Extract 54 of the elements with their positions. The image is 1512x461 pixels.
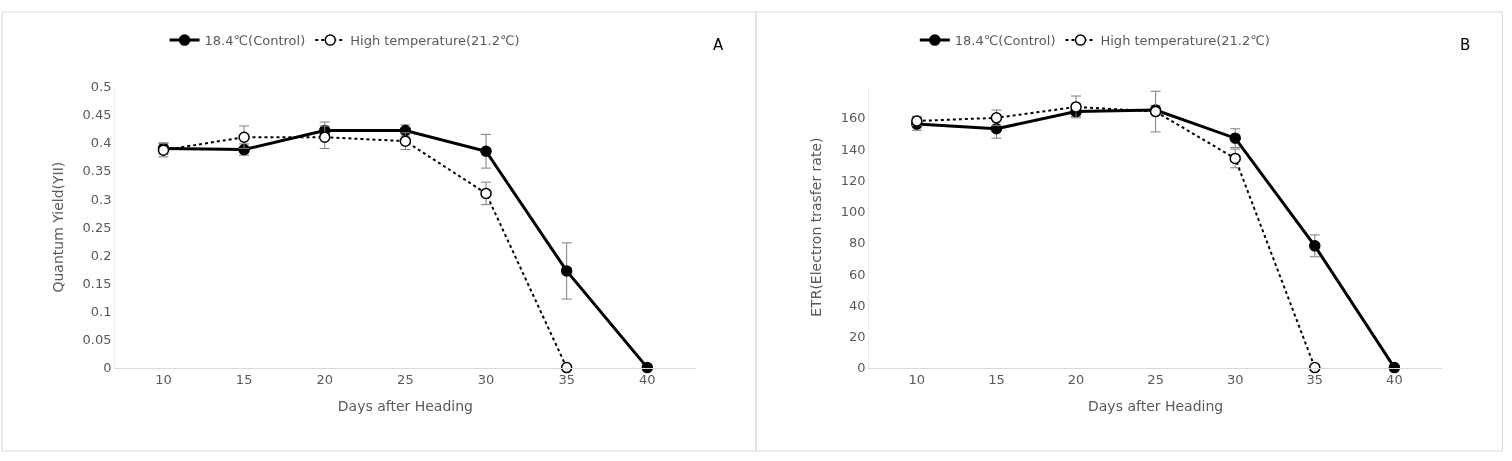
x-tick-label: 35 <box>1306 372 1324 388</box>
x-tick-label: 15 <box>235 372 253 388</box>
y-tick-label: 160 <box>840 110 866 126</box>
y-tick-label: 0.3 <box>90 191 112 207</box>
legend-label: High temperature(21.2℃) <box>1100 33 1270 49</box>
y-tick-label: 20 <box>848 328 866 344</box>
x-axis-title: Days after Heading <box>1088 398 1224 415</box>
y-tick-label: 40 <box>848 297 866 313</box>
y-tick-label: 0.25 <box>82 219 112 235</box>
y-tick-label: 0 <box>103 360 112 376</box>
point <box>560 265 573 277</box>
x-tick-label: 30 <box>477 372 495 388</box>
y-tick-label: 0.2 <box>90 247 112 263</box>
y-tick-label: 100 <box>840 204 866 220</box>
y-tick-label: 80 <box>848 235 866 251</box>
x-tick-label: 20 <box>316 372 334 388</box>
y-tick-label: 0.1 <box>90 303 112 319</box>
point <box>480 187 492 200</box>
text: B <box>1460 36 1471 54</box>
x-tick-label: 10 <box>908 372 926 388</box>
point <box>480 145 492 157</box>
legend-label: 18.4℃(Control) <box>204 33 306 49</box>
x-tick-label: 40 <box>1386 372 1403 388</box>
point <box>319 131 331 143</box>
x-tick-label: 35 <box>558 372 575 388</box>
y-tick-label: 60 <box>848 266 866 282</box>
point <box>399 135 412 147</box>
x-axis-title: Days after Heading <box>337 398 473 415</box>
y-tick-label: 0.5 <box>90 79 112 95</box>
y-tick-label: 0.4 <box>90 135 112 151</box>
x-tick-label: 10 <box>155 372 172 388</box>
y-tick-label: 0.05 <box>82 332 112 348</box>
legend-label: High temperature(21.2℃) <box>350 33 520 49</box>
y-tick-label: 140 <box>840 141 866 157</box>
y-axis-title: Quantum Yield(YII) <box>50 161 67 293</box>
y-tick-label: 0.45 <box>82 107 112 123</box>
point <box>1229 132 1241 144</box>
point <box>990 123 1003 135</box>
x-tick-label: 25 <box>397 372 414 388</box>
y-axis-title: ETR(Electron trasfer rate) <box>808 137 825 317</box>
legend-label: 18.4℃(Control) <box>954 33 1056 49</box>
y-tick-label: 0.15 <box>82 275 112 291</box>
point <box>238 131 250 143</box>
y-tick-label: 0 <box>857 360 866 376</box>
point <box>1229 152 1241 165</box>
x-tick-label: 15 <box>988 372 1005 388</box>
y-tick-label: 120 <box>840 172 866 188</box>
point <box>1309 240 1321 252</box>
text: A <box>713 36 724 54</box>
x-tick-label: 25 <box>1147 372 1164 388</box>
x-tick-label: 30 <box>1226 372 1244 388</box>
y-tick-label: 0.35 <box>82 163 112 179</box>
x-tick-label: 40 <box>639 372 656 388</box>
x-tick-label: 20 <box>1067 372 1085 388</box>
